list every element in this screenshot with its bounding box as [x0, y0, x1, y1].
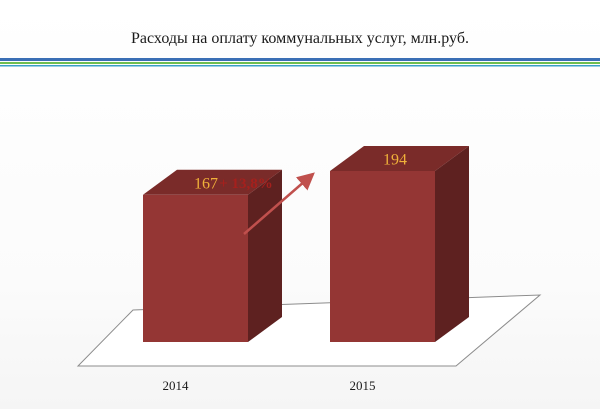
- bar-front-2014: [143, 194, 248, 342]
- bar-front-2015: [330, 171, 435, 342]
- change-annotation: + 13,8%: [219, 176, 273, 192]
- x-tick-label-2014: 2014: [163, 378, 190, 393]
- value-label-2015: 194: [383, 152, 407, 169]
- growth-arrow: [243, 172, 315, 235]
- bar-side-2014: [248, 169, 282, 342]
- bar-side-2015: [435, 146, 469, 342]
- bar-top-2015: [330, 146, 469, 171]
- labels-layer: 167 2014 194 2015: [163, 152, 408, 394]
- x-tick-label-2015: 2015: [350, 378, 376, 393]
- header-divider: [0, 58, 600, 67]
- header-line-3: [0, 65, 600, 67]
- value-label-2014: 167: [194, 175, 218, 192]
- bar-top-2014: [143, 169, 282, 195]
- chart-title: Расходы на оплату коммунальных услуг, мл…: [131, 30, 469, 47]
- header-line-2: [0, 62, 600, 64]
- bars-layer: [143, 146, 469, 342]
- header-line-1: [0, 58, 600, 61]
